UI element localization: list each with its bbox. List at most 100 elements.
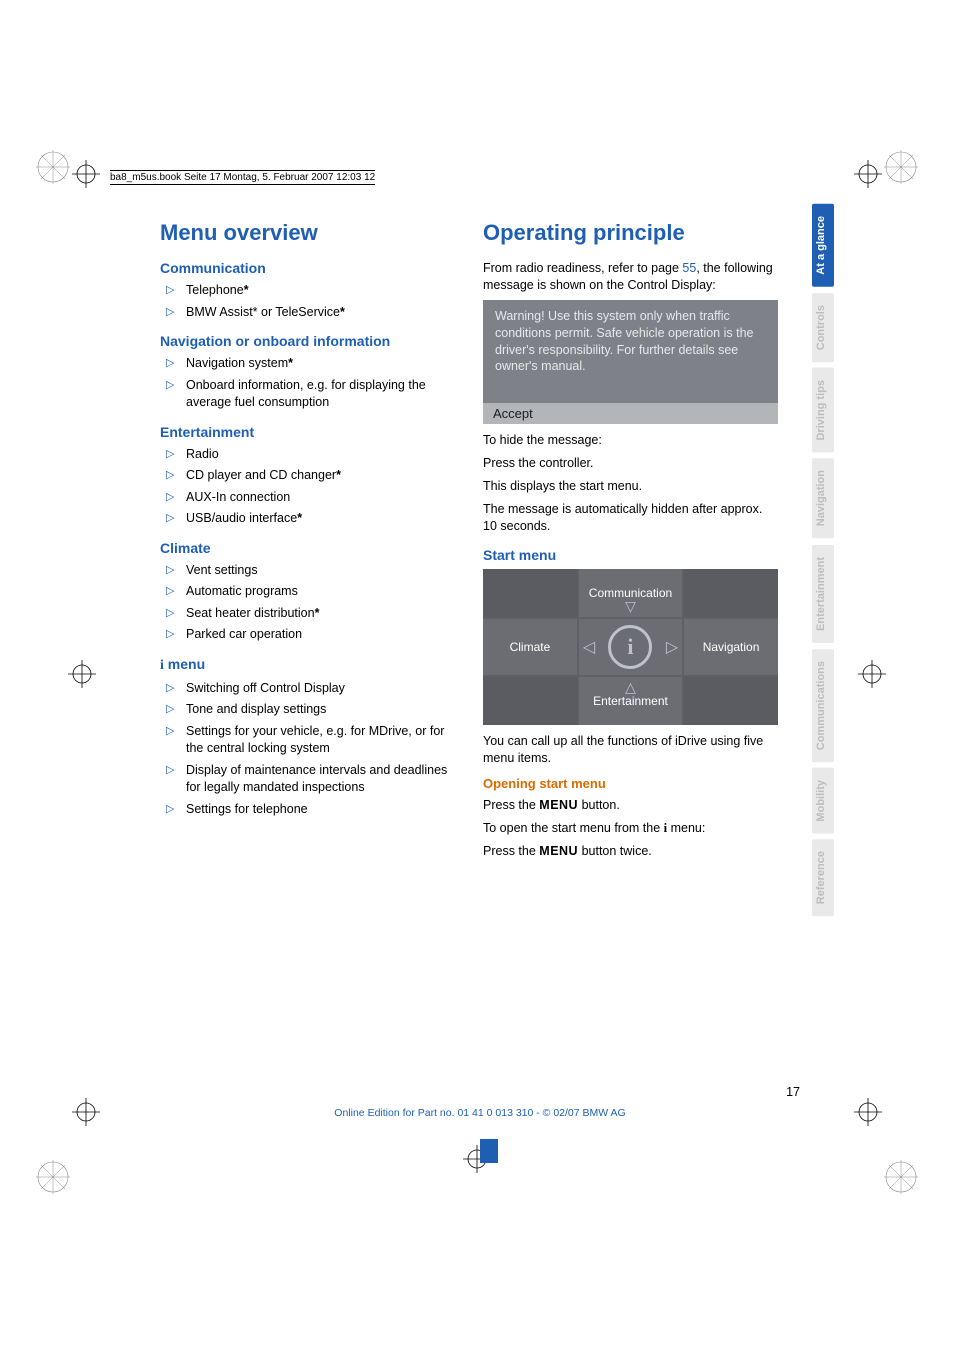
regmark [72, 1098, 100, 1126]
p-open-from-i: To open the start menu from the i menu: [483, 820, 778, 837]
sm-center: ◁ i ▷ [579, 619, 682, 675]
list-item: Switching off Control Display [160, 680, 455, 698]
page-number: 17 [786, 1085, 800, 1099]
list-item: Radio [160, 446, 455, 464]
list-item: Navigation system [160, 355, 455, 373]
list-item-text: Tone and display settings [186, 702, 326, 716]
sm-communication: Communication ▽ [579, 569, 682, 617]
chevron-right-icon: ▷ [666, 637, 678, 657]
list-item-text: USB/audio interface [186, 511, 302, 525]
list-item: BMW Assist* or TeleService [160, 304, 455, 322]
intro-paragraph: From radio readiness, refer to page 55, … [483, 260, 778, 294]
list-item: USB/audio interface [160, 510, 455, 528]
section-list: Navigation system Onboard information, e.… [160, 355, 455, 412]
p-displays: This displays the start menu. [483, 478, 778, 495]
footer-blue-bar [480, 1139, 498, 1163]
list-item: Parked car operation [160, 626, 455, 644]
h2-start-menu: Start menu [483, 547, 778, 563]
section-heading: Navigation or onboard information [160, 333, 455, 349]
rosette-bl [36, 1160, 70, 1194]
text: menu: [667, 821, 705, 835]
text: Press the [483, 798, 539, 812]
side-tab-reference[interactable]: Reference [812, 839, 834, 916]
list-item-text: Settings for telephone [186, 802, 308, 816]
text: button. [578, 798, 620, 812]
list-item: Seat heater distribution [160, 605, 455, 623]
list-item: Vent settings [160, 562, 455, 580]
list-item: Display of maintenance intervals and dea… [160, 762, 455, 797]
section-heading: Climate [160, 540, 455, 556]
startmenu-screenshot: Communication ▽ Climate ◁ i ▷ Navigation… [483, 569, 778, 725]
list-item-text: Telephone [186, 283, 249, 297]
rosette-tl [36, 150, 70, 184]
chevron-left-icon: ◁ [583, 637, 595, 657]
sm-empty [684, 569, 778, 617]
list-item-text: Navigation system [186, 356, 293, 370]
h1-operating-principle: Operating principle [483, 220, 778, 246]
sm-bottom-label: Entertainment [593, 694, 668, 708]
list-item-text: Display of maintenance intervals and dea… [186, 763, 447, 795]
info-i-icon: i [608, 625, 652, 669]
chevron-down-icon: ▽ [625, 598, 636, 615]
footer-edition: Online Edition for Part no. 01 41 0 013 … [160, 1107, 800, 1119]
warning-screenshot: Warning! Use this system only when traff… [483, 300, 778, 425]
h3-opening-start-menu: Opening start menu [483, 776, 778, 791]
p-press-twice: Press the MENU button twice. [483, 843, 778, 860]
text: Press the [483, 844, 539, 858]
list-item: Onboard information, e.g. for displaying… [160, 377, 455, 412]
warning-text: Warning! Use this system only when traff… [483, 300, 778, 404]
list-item-text: Settings for your vehicle, e.g. for MDri… [186, 724, 444, 756]
rosette-br [884, 1160, 918, 1194]
list-item-text: Vent settings [186, 563, 258, 577]
side-tab-controls[interactable]: Controls [812, 293, 834, 362]
regmark [854, 1098, 882, 1126]
sm-empty [684, 677, 778, 725]
info-i-icon: i [160, 658, 164, 673]
sm-climate: Climate [483, 619, 577, 675]
h1-menu-overview: Menu overview [160, 220, 455, 246]
sm-entertainment: △ Entertainment [579, 677, 682, 725]
p-press-menu: Press the MENU button. [483, 797, 778, 814]
list-item: Settings for telephone [160, 801, 455, 819]
list-item-text: Automatic programs [186, 584, 298, 598]
side-tab-entertainment[interactable]: Entertainment [812, 545, 834, 643]
list-item-text: Radio [186, 447, 219, 461]
list-item: Automatic programs [160, 583, 455, 601]
regmark [68, 660, 96, 688]
side-tab-communications[interactable]: Communications [812, 649, 834, 762]
list-item-text: Parked car operation [186, 627, 302, 641]
side-tabs: At a glance Controls Driving tips Navigatio… [812, 204, 834, 917]
section-list: Vent settings Automatic programs Seat heat… [160, 562, 455, 644]
page-link-55[interactable]: 55 [682, 261, 696, 275]
side-tab-driving-tips[interactable]: Driving tips [812, 368, 834, 453]
menu-button-label: MENU [539, 844, 578, 858]
p-press: Press the controller. [483, 455, 778, 472]
sm-navigation: Navigation [684, 619, 778, 675]
p-auto-hide: The message is automatically hidden afte… [483, 501, 778, 535]
regmark [858, 660, 886, 688]
rosette-tr [884, 150, 918, 184]
section-heading: Entertainment [160, 424, 455, 440]
list-item-text: Seat heater distribution [186, 606, 319, 620]
section-list: RadioCD player and CD changerAUX-In conn… [160, 446, 455, 528]
list-item: Telephone [160, 282, 455, 300]
section-list: Switching off Control Display Tone and di… [160, 680, 455, 819]
regmark [854, 160, 882, 188]
list-item-text: AUX-In connection [186, 490, 290, 504]
p-hide: To hide the message: [483, 432, 778, 449]
section-heading: Communication [160, 260, 455, 276]
list-item-text: BMW Assist* or TeleService [186, 305, 345, 319]
list-item-text: Switching off Control Display [186, 681, 345, 695]
side-tab-mobility[interactable]: Mobility [812, 768, 834, 834]
list-item: Settings for your vehicle, e.g. for MDri… [160, 723, 455, 758]
menu-button-label: MENU [539, 798, 578, 812]
intro-text-a: From radio readiness, refer to page [483, 261, 682, 275]
regmark [72, 160, 100, 188]
sm-empty [483, 569, 577, 617]
list-item: AUX-In connection [160, 489, 455, 507]
side-tab-navigation[interactable]: Navigation [812, 458, 834, 538]
page-content: Menu overview Communication Telephone BMW … [160, 170, 800, 866]
text: button twice. [578, 844, 652, 858]
col-left: Menu overview Communication Telephone BMW … [160, 220, 455, 866]
side-tab-at-a-glance[interactable]: At a glance [812, 204, 834, 287]
